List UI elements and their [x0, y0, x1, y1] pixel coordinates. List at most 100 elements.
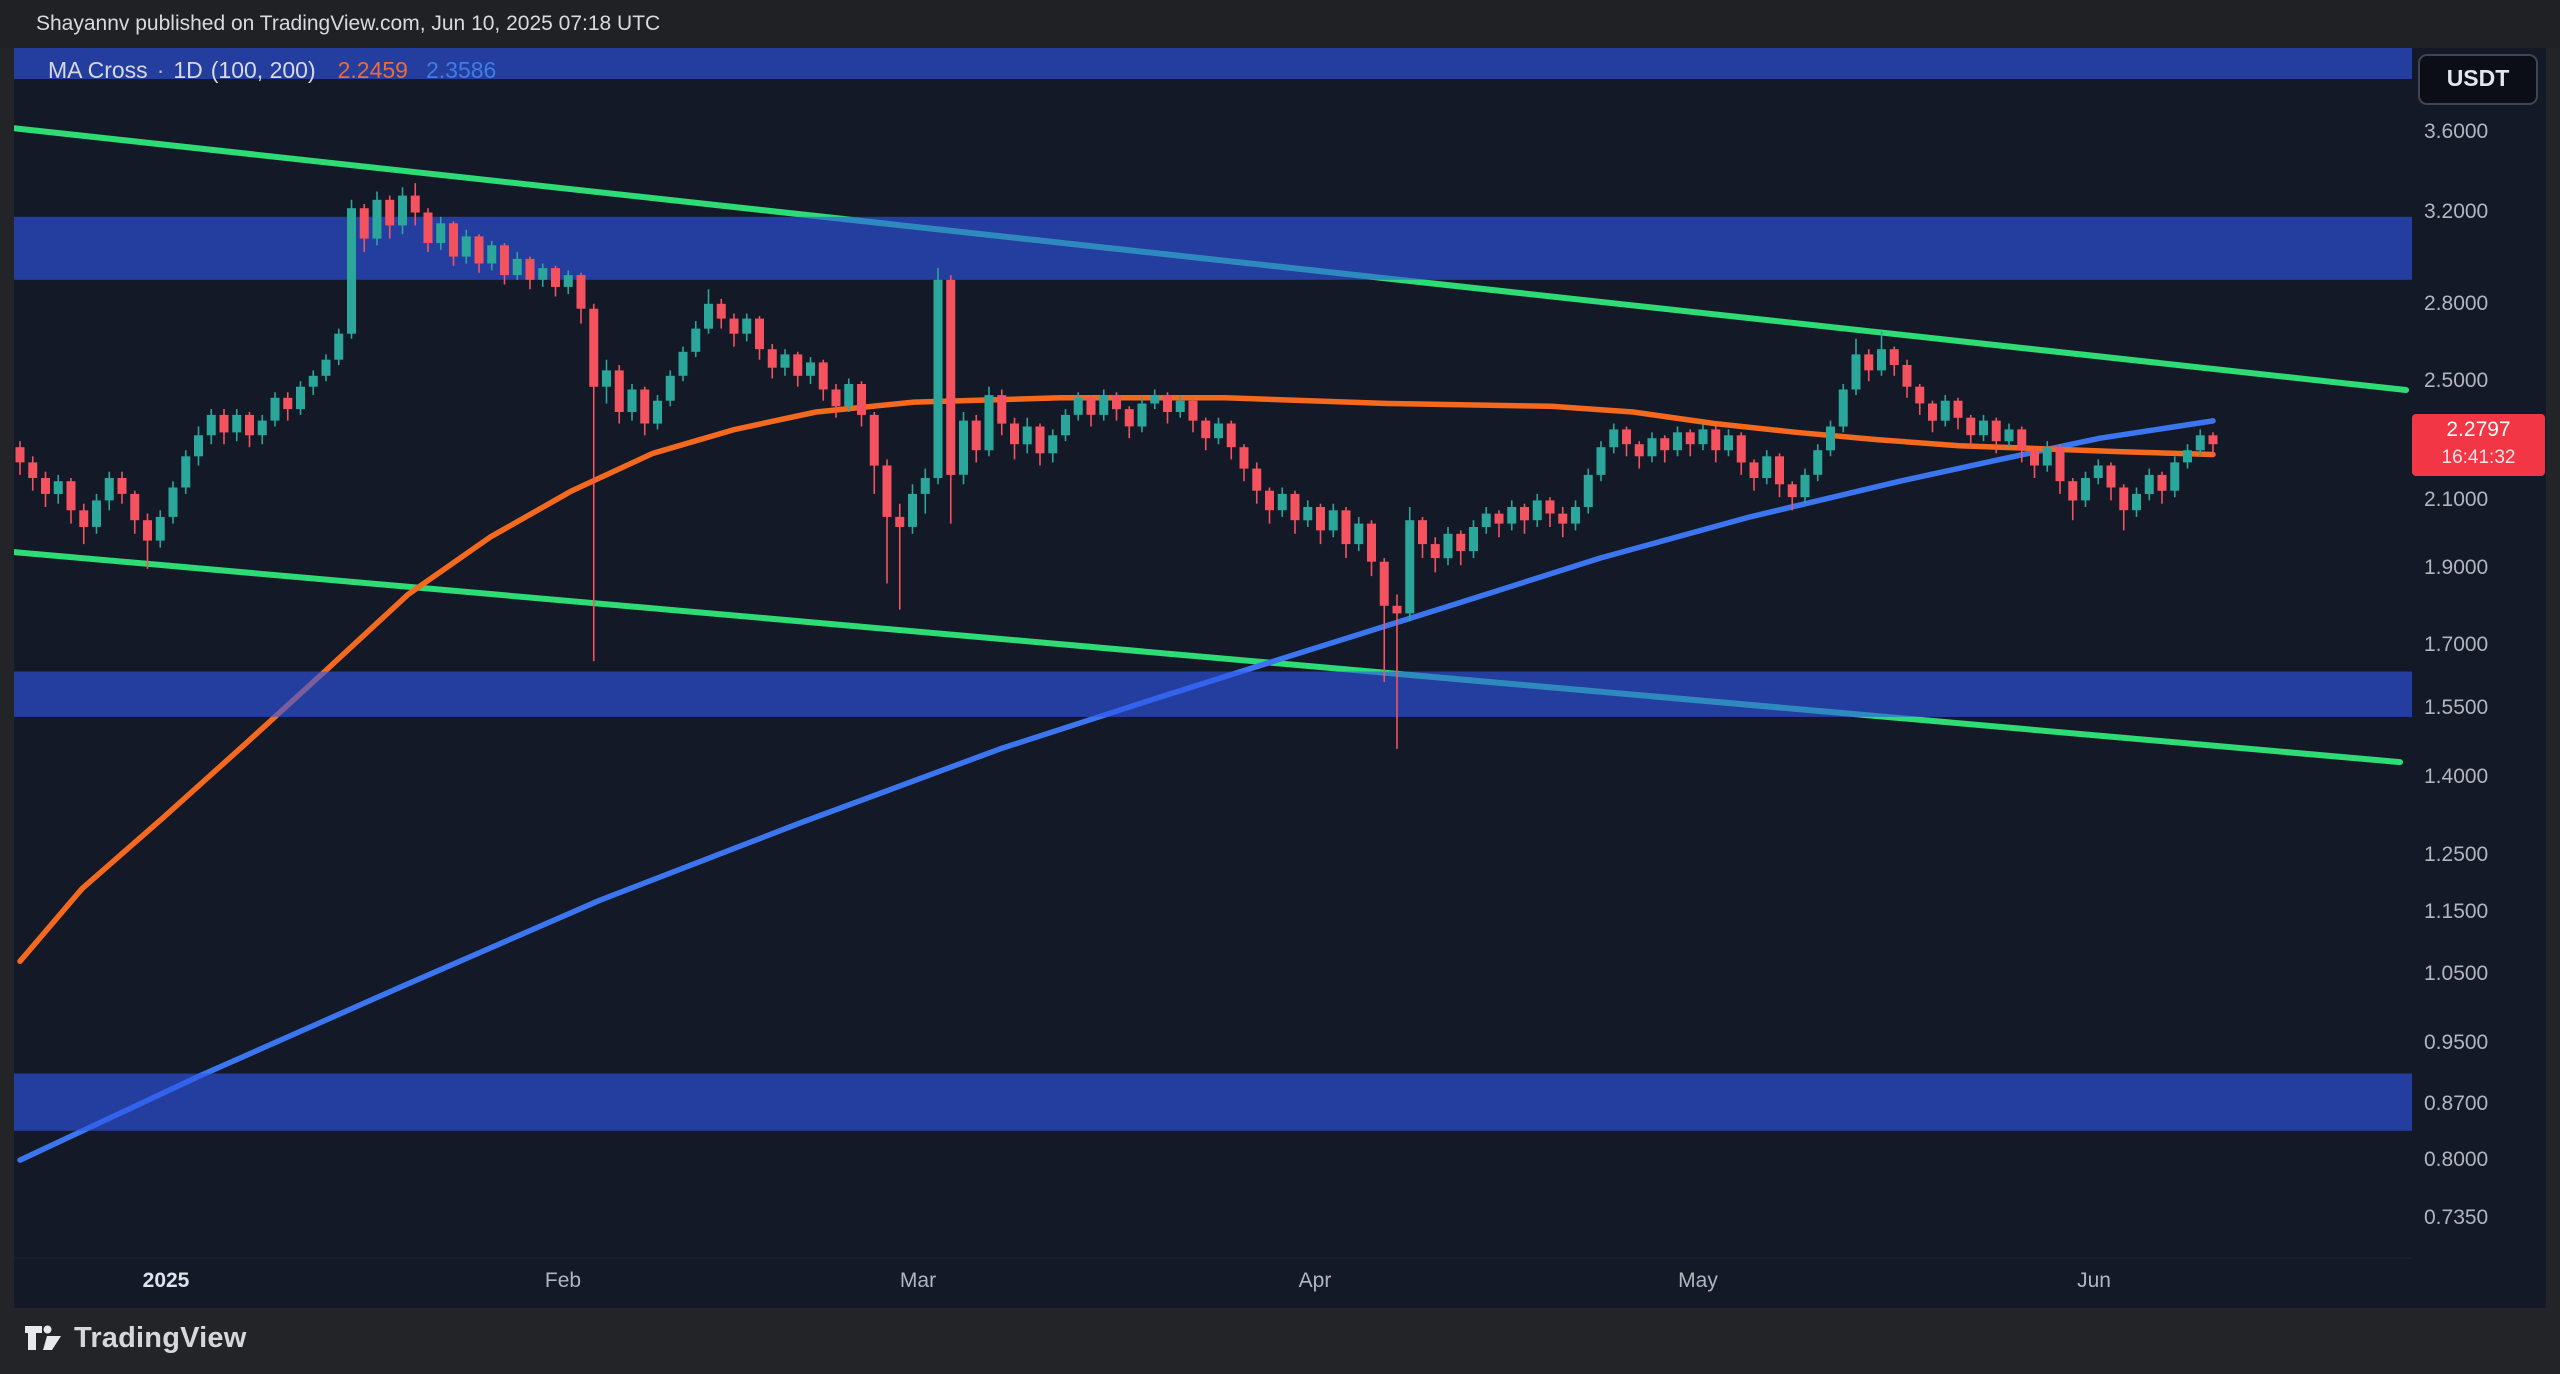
candle-body [53, 481, 63, 494]
candle-body [1928, 403, 1937, 421]
candle-body [206, 414, 216, 436]
candle-body [563, 275, 573, 287]
candle-body [1826, 426, 1835, 451]
support-zone-mid[interactable] [14, 671, 2412, 717]
candle-body [576, 275, 586, 309]
candle-body [512, 258, 522, 276]
candle-body [525, 258, 535, 280]
price-label: 1.2500 [2424, 843, 2489, 866]
time-label: Apr [1298, 1269, 1332, 1292]
ma100-value: 2.2459 [337, 57, 408, 83]
candle-body [1673, 432, 1682, 451]
price-label: 0.8700 [2424, 1092, 2489, 1115]
candle-body [474, 236, 484, 264]
candle-body [1277, 493, 1287, 511]
candle-body [359, 208, 369, 239]
candle-body [15, 447, 25, 463]
support-zone-low[interactable] [14, 1073, 2412, 1131]
candle-body [1634, 444, 1644, 457]
candle-body [614, 370, 624, 412]
brand-text: TradingView [74, 1321, 247, 1354]
candle-body [1265, 490, 1274, 511]
candle-body [1418, 520, 1427, 545]
candle-body [385, 199, 395, 226]
publish-header-bar: Shayannv published on TradingView.com, J… [0, 0, 2560, 48]
candle-body [895, 516, 905, 527]
candle-body [1583, 474, 1593, 507]
time-label: 2025 [142, 1269, 190, 1292]
candle-body [1239, 447, 1249, 469]
candle-body [1889, 349, 1899, 365]
candle-body [1813, 450, 1823, 475]
resistance-zone-top[interactable] [14, 43, 2412, 79]
candle-body [2170, 462, 2180, 491]
candle-body [1915, 386, 1925, 404]
candle-body [997, 395, 1007, 424]
tradingview-logo-icon [25, 1325, 61, 1350]
candle-body [1214, 423, 1223, 439]
candle-body [933, 279, 943, 478]
candle-body [704, 303, 713, 329]
candle-body [780, 354, 790, 368]
candle-body [1660, 438, 1670, 451]
candle-body [1048, 435, 1058, 454]
candle-body [2068, 481, 2078, 501]
candle-body [232, 414, 242, 433]
candle-body [2183, 450, 2192, 463]
last-price-badge: 2.2797 16:41:32 [2412, 414, 2545, 476]
candle-body [2017, 429, 2027, 451]
candle-body [1736, 435, 1746, 463]
candle-body [1940, 400, 1950, 421]
price-label: 0.7350 [2424, 1206, 2489, 1229]
resistance-zone-main[interactable] [14, 216, 2412, 280]
currency-toggle-button[interactable]: USDT [2418, 54, 2538, 105]
candle-body [1851, 354, 1861, 390]
plot-layers [14, 43, 2412, 1163]
candle-body [1252, 468, 1262, 491]
last-price-value: 2.2797 [2446, 418, 2511, 441]
candle-body [155, 516, 165, 541]
price-label: 3.2000 [2424, 200, 2489, 223]
price-label: 0.9500 [2424, 1031, 2489, 1054]
candle-body [1354, 523, 1364, 545]
candle-body [219, 414, 229, 433]
candle-body [1124, 409, 1134, 427]
candle-body [1609, 429, 1619, 448]
candle-body [334, 333, 344, 360]
candle-body [1558, 513, 1568, 524]
legend-separator: · [156, 57, 165, 83]
candle-body [436, 223, 446, 244]
candle-body [1163, 395, 1172, 412]
price-label: 1.7000 [2424, 633, 2489, 656]
candle-body [1201, 420, 1211, 439]
candle-body [2081, 478, 2090, 501]
candle-body [716, 303, 726, 319]
indicator-legend[interactable]: MA Cross · 1D (100, 200) 2.2459 2.3586 [48, 56, 496, 84]
candle-body [653, 400, 662, 424]
candle-body [66, 481, 76, 511]
candle-body [423, 212, 433, 244]
candle-body [104, 478, 114, 501]
indicator-interval: 1D [173, 57, 203, 83]
indicator-title: MA Cross [48, 57, 148, 83]
candle-body [270, 397, 280, 421]
candle-body [755, 318, 764, 350]
candle-body [1035, 426, 1045, 454]
candle-body [2042, 447, 2052, 466]
candle-body [2055, 447, 2065, 482]
candle-body [487, 245, 497, 264]
ma200-line [17, 418, 2216, 1163]
lower-channel-line[interactable] [14, 549, 2403, 766]
price-label: 2.1000 [2424, 488, 2489, 511]
candle-body [1405, 520, 1415, 614]
price-label: 2.5000 [2424, 369, 2489, 392]
candle-body [971, 420, 981, 451]
candle-body [41, 478, 50, 494]
candle-body [857, 384, 866, 415]
candle-body [1022, 426, 1032, 445]
price-label: 1.0500 [2424, 962, 2489, 985]
candle-body [1711, 429, 1721, 451]
footer-brand[interactable]: TradingView [24, 1318, 247, 1358]
